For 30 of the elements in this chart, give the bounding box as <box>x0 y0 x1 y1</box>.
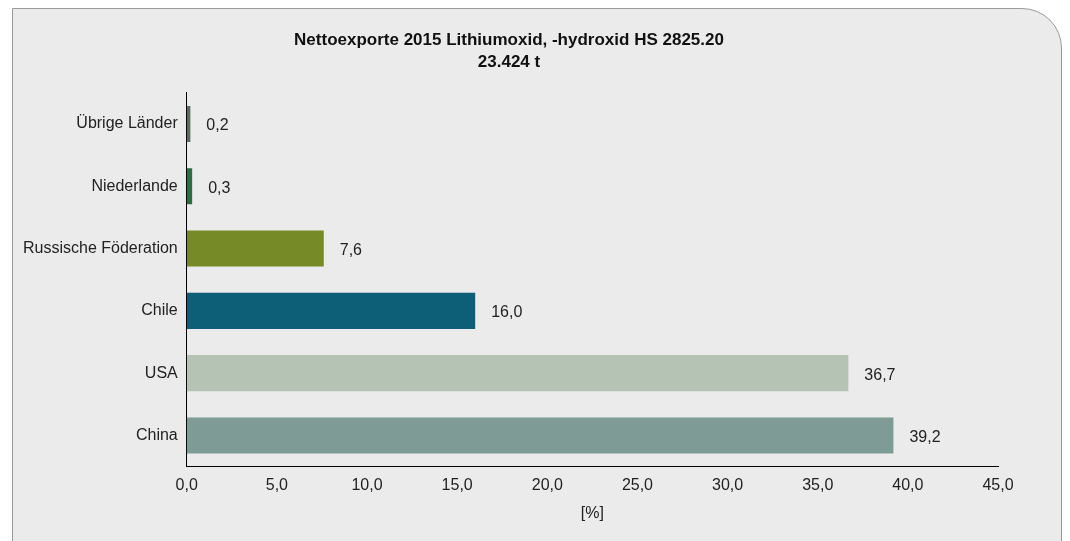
data-label: 16,0 <box>491 303 523 321</box>
bar <box>186 355 849 392</box>
y-tick-label: USA <box>144 363 179 381</box>
x-tick-label: 25,0 <box>621 475 654 493</box>
chart-title: Nettoexporte 2015 Lithiumoxid, -hydroxid HS 2825.20 <box>294 29 724 49</box>
x-tick-label: 20,0 <box>531 475 563 493</box>
x-tick-label: 15,0 <box>441 475 473 493</box>
bar <box>186 230 324 267</box>
chart-subtitle: 23.424 t <box>477 52 541 72</box>
data-label: 7,6 <box>339 240 363 258</box>
y-tick-label: China <box>135 425 178 443</box>
bar <box>186 292 476 329</box>
x-tick-label: 10,0 <box>351 475 383 493</box>
x-axis-title: [%] <box>580 503 604 521</box>
x-tick-label: 45,0 <box>982 475 1014 493</box>
data-label: 36,7 <box>864 365 896 383</box>
x-tick-label: 30,0 <box>712 475 744 493</box>
y-tick-label: Niederlande <box>91 176 178 194</box>
y-tick-label: Russische Föderation <box>22 238 178 256</box>
bar <box>186 168 193 205</box>
y-tick-label: Chile <box>141 301 178 319</box>
data-label: 0,3 <box>208 178 231 196</box>
x-tick-label: 0,0 <box>175 475 198 493</box>
x-tick-label: 5,0 <box>265 475 289 493</box>
x-tick-label: 40,0 <box>892 475 924 493</box>
data-label: 39,2 <box>909 427 941 445</box>
data-label: 0,2 <box>206 116 229 134</box>
y-tick-label: Übrige Länder <box>76 114 179 132</box>
bar <box>186 417 894 454</box>
x-tick-label: 35,0 <box>802 475 834 493</box>
